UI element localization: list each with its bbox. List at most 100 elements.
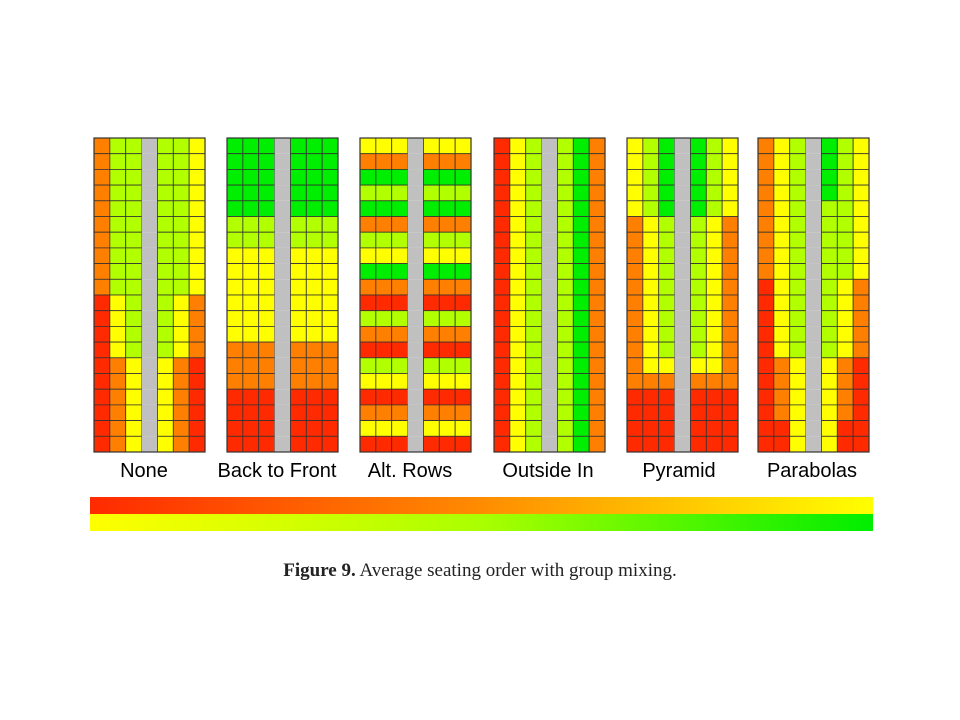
seat-cell (757, 153, 775, 170)
seat-cell (721, 184, 739, 202)
seat-cell (125, 341, 142, 359)
seat-cell (438, 388, 456, 406)
seat-cell (188, 168, 206, 186)
seat-cell (321, 184, 339, 202)
seat-cell (242, 294, 260, 312)
panel-frame (757, 137, 870, 453)
seat-cell (626, 216, 644, 233)
seat-cell (438, 310, 456, 327)
seat-cell (290, 153, 307, 170)
seat-cell (290, 435, 307, 453)
seat-cell (789, 388, 806, 406)
seat-cell (525, 373, 542, 390)
seat-cell (375, 373, 393, 390)
seat-cell (226, 325, 244, 343)
seat-cell (93, 404, 111, 421)
seat-cell (321, 153, 339, 170)
seat-cell (821, 373, 838, 390)
seat-cell (93, 247, 111, 264)
seat-cell (375, 200, 393, 217)
seat-cell (721, 200, 739, 217)
seat-cell (773, 231, 791, 249)
seat-cell (757, 247, 775, 264)
seat-cell (423, 153, 440, 170)
seat-cell (375, 216, 393, 233)
seat-cell (852, 184, 870, 202)
seat-cell (454, 310, 472, 327)
seat-cell (321, 388, 339, 406)
seat-cell (423, 357, 440, 374)
seat-cell (690, 294, 707, 312)
seat-cell (690, 341, 707, 359)
seat-cell (423, 341, 440, 359)
seat-cell (588, 231, 606, 249)
seat-cell (226, 278, 244, 296)
aisle-cell (541, 169, 558, 186)
aisle-cell (141, 169, 158, 186)
seat-cell (109, 404, 127, 421)
seat-cell (836, 420, 854, 437)
seat-cell (557, 137, 574, 155)
aisle-cell (274, 216, 291, 233)
seat-cell (690, 357, 707, 374)
seat-cell (423, 435, 440, 453)
seat-cell (721, 216, 739, 233)
aisle-cell (674, 295, 691, 311)
seat-cell (642, 341, 660, 359)
seat-cell (157, 153, 174, 170)
seat-cell (172, 341, 190, 359)
aisle-cell (541, 232, 558, 248)
seat-cell (172, 278, 190, 296)
aisle-cell (407, 357, 424, 374)
seat-cell (525, 247, 542, 264)
seat-cell (438, 420, 456, 437)
aisle-cell (407, 232, 424, 248)
seat-cell (391, 231, 408, 249)
seat-cell (721, 153, 739, 170)
seat-cell (525, 310, 542, 327)
seat-cell (226, 341, 244, 359)
seat-cell (125, 310, 142, 327)
seat-cell (321, 357, 339, 374)
seat-cell (321, 168, 339, 186)
seat-cell (157, 137, 174, 155)
seat-cell (172, 294, 190, 312)
seat-cell (658, 231, 675, 249)
seat-cell (588, 278, 606, 296)
seat-cell (391, 153, 408, 170)
seat-cell (789, 168, 806, 186)
seat-cell (836, 168, 854, 186)
aisle-cell (805, 436, 822, 452)
seat-cell (773, 357, 791, 374)
aisle-cell (541, 373, 558, 390)
seat-cell (125, 231, 142, 249)
seat-cell (375, 153, 393, 170)
seat-cell (375, 388, 393, 406)
seat-cell (188, 216, 206, 233)
seat-cell (375, 341, 393, 359)
seat-cell (188, 325, 206, 343)
seat-cell (705, 341, 723, 359)
seat-cell (836, 325, 854, 343)
seat-cell (391, 373, 408, 390)
seat-cell (852, 325, 870, 343)
seat-cell (188, 404, 206, 421)
aisle-cell (141, 436, 158, 452)
panel-frame (626, 137, 739, 453)
seat-cell (438, 278, 456, 296)
seat-cell (821, 388, 838, 406)
seat-cell (172, 310, 190, 327)
aisle-cell (141, 295, 158, 311)
seat-cell (226, 388, 244, 406)
seat-cell (258, 404, 275, 421)
seat-cell (258, 200, 275, 217)
seat-cell (359, 435, 377, 453)
seat-cell (525, 168, 542, 186)
seat-cell (836, 341, 854, 359)
seat-cell (242, 200, 260, 217)
seat-cell (821, 263, 838, 280)
seat-cell (705, 216, 723, 233)
seat-cell (391, 247, 408, 264)
aisle-cell (407, 138, 424, 154)
seat-cell (789, 184, 806, 202)
